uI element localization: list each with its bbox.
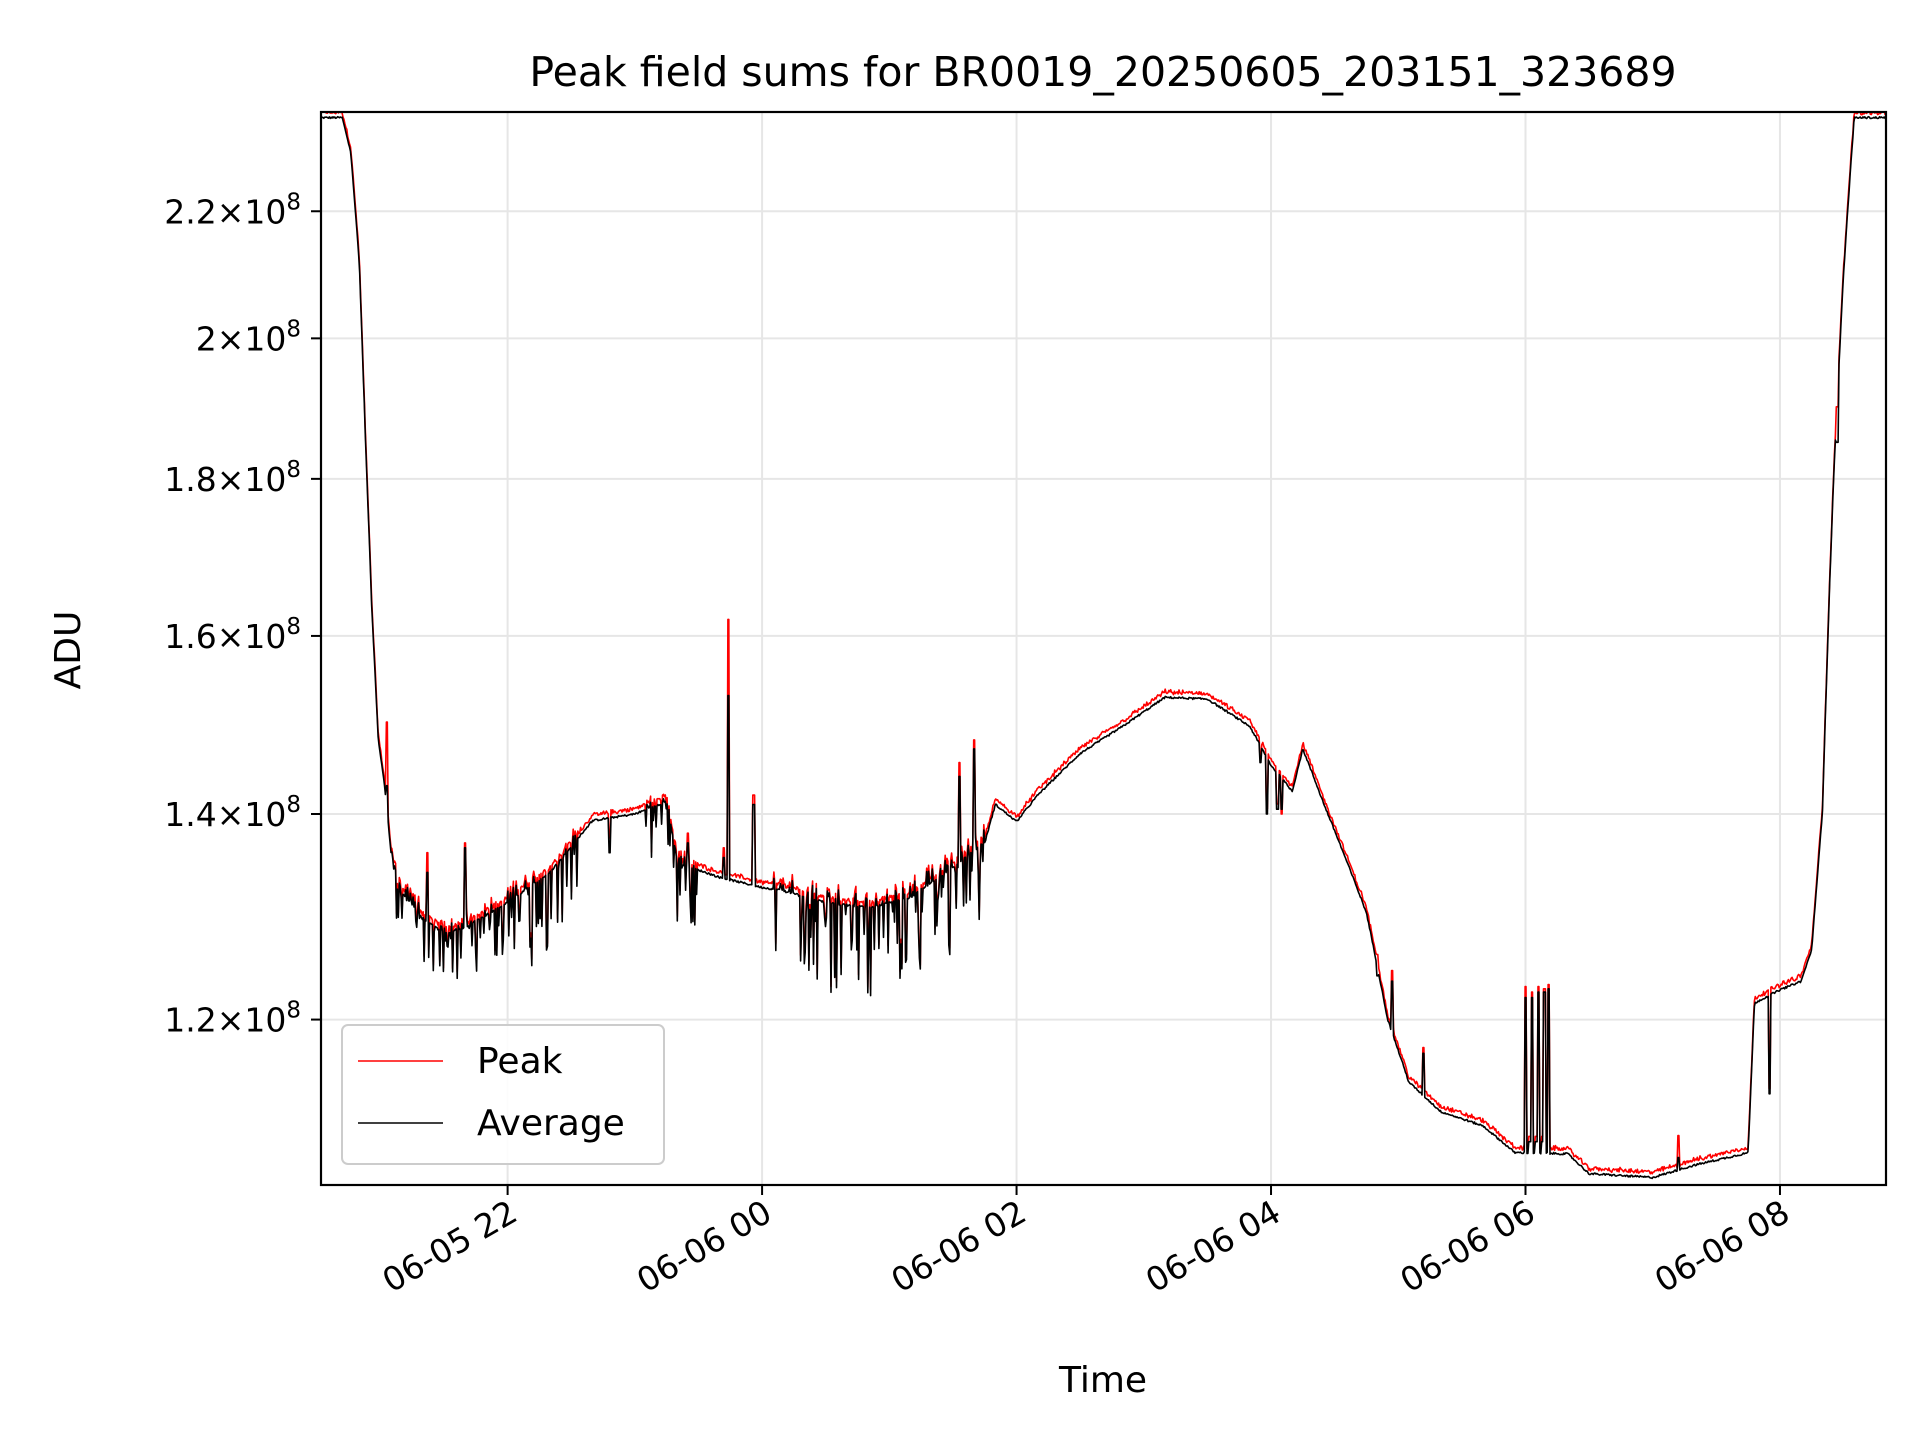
- grid: [321, 112, 1886, 1185]
- y-tick-times: ×: [217, 192, 245, 231]
- y-tick-label: 1.8×108: [164, 457, 301, 499]
- y-tick-label: 1.2×108: [164, 998, 301, 1040]
- y-axis-label: ADU: [48, 611, 89, 690]
- y-tick-base: 10: [244, 1001, 286, 1040]
- y-tick-exponent: 8: [286, 792, 301, 818]
- y-tick-exponent: 8: [286, 614, 301, 640]
- legend-box: [341, 1024, 665, 1165]
- y-tick-exponent: 8: [286, 189, 301, 215]
- plot-area: [321, 112, 1886, 1180]
- x-axis-label: Time: [1058, 1360, 1147, 1401]
- y-tick-base: 10: [244, 319, 286, 358]
- y-tick-times: ×: [217, 319, 245, 358]
- y-tick-base: 10: [244, 617, 286, 656]
- y-tick-exponent: 8: [286, 316, 301, 342]
- y-tick-mantissa: 1.8: [164, 460, 216, 499]
- y-tick-times: ×: [217, 460, 245, 499]
- y-tick-base: 10: [244, 795, 286, 834]
- y-tick-exponent: 8: [286, 998, 301, 1024]
- y-tick-label: 1.6×108: [164, 614, 301, 656]
- y-tick-times: ×: [217, 1001, 245, 1040]
- y-tick-label: 1.4×108: [164, 792, 301, 834]
- y-tick-base: 10: [244, 192, 286, 231]
- y-tick-exponent: 8: [286, 457, 301, 483]
- y-tick-mantissa: 1.6: [164, 617, 216, 656]
- y-tick-mantissa: 1.2: [164, 1001, 216, 1040]
- y-tick-times: ×: [217, 617, 245, 656]
- legend-average-label: Average: [477, 1103, 625, 1144]
- plot-frame: [319, 110, 1888, 1187]
- series-peak-line: [321, 112, 1886, 1175]
- y-tick-label: 2.2×108: [164, 189, 301, 231]
- series-average-line: [321, 115, 1886, 1180]
- y-tick-mantissa: 2: [196, 319, 217, 358]
- y-tick-base: 10: [244, 460, 286, 499]
- legend-peak-label: Peak: [477, 1041, 563, 1082]
- y-tick-mantissa: 1.4: [164, 795, 216, 834]
- y-tick-mantissa: 2.2: [164, 192, 216, 231]
- legend: Peak Average: [341, 1024, 665, 1165]
- y-tick-label: 2×108: [196, 316, 301, 358]
- y-tick-times: ×: [217, 795, 245, 834]
- chart-title: Peak field sums for BR0019_20250605_2031…: [529, 48, 1676, 96]
